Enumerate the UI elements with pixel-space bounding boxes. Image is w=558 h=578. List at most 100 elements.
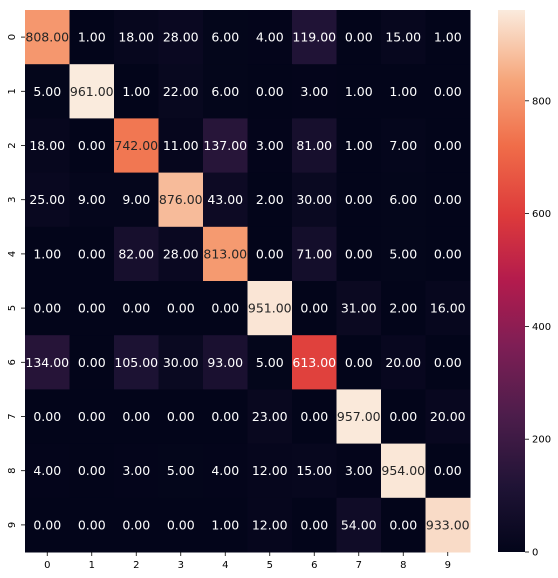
heatmap-cell	[203, 443, 248, 499]
cell-value-label: 93.00	[207, 355, 243, 370]
heatmap-cell	[292, 389, 337, 445]
y-axis-ticks: 0 1 2 3 4 5 6 7 8 9	[7, 34, 25, 528]
heatmap-cell	[114, 389, 159, 445]
cell-value-label: 5.00	[167, 463, 195, 478]
heatmap-cell	[114, 335, 159, 390]
cell-value-label: 0.00	[434, 84, 462, 99]
cell-value-label: 3.00	[300, 84, 328, 99]
heatmap-cell	[425, 64, 471, 119]
cell-value-label: 0.00	[78, 301, 106, 316]
cell-value-label: 1.00	[389, 84, 417, 99]
colorbar-tick-label: 0	[532, 548, 538, 559]
cell-value-label: 0.00	[256, 84, 284, 99]
heatmap-cell	[114, 497, 159, 553]
cell-value-label: 0.00	[345, 30, 373, 45]
cell-value-label: 1.00	[78, 30, 106, 45]
cell-value-label: 18.00	[29, 138, 65, 153]
cell-value-label: 0.00	[33, 517, 61, 532]
heatmap-cell	[25, 497, 70, 553]
cell-value-label: 2.00	[256, 192, 284, 207]
cell-value-label: 961.00	[70, 84, 114, 99]
heatmap-cell	[69, 64, 115, 119]
cell-value-label: 137.00	[203, 138, 247, 153]
cell-value-label: 1.00	[122, 84, 150, 99]
heatmap-cell	[247, 10, 293, 65]
cell-value-label: 31.00	[341, 301, 377, 316]
cell-value-label: 9.00	[122, 192, 150, 207]
heatmap-cell	[336, 172, 382, 228]
cell-value-label: 0.00	[78, 463, 106, 478]
cell-value-label: 28.00	[163, 30, 199, 45]
heatmap-cell	[425, 389, 471, 445]
heatmap-cell	[425, 10, 471, 65]
cell-value-label: 12.00	[252, 517, 288, 532]
heatmap-cell	[158, 226, 204, 282]
cell-value-label: 4.00	[211, 463, 239, 478]
cell-value-label: 1.00	[211, 517, 239, 532]
heatmap-cell	[381, 497, 426, 553]
heatmap-cell	[69, 335, 115, 390]
heatmap-cell	[425, 281, 471, 336]
cell-value-label: 0.00	[300, 409, 328, 424]
heatmap-cell	[203, 172, 248, 228]
heatmap-cell	[292, 226, 337, 282]
y-tick-label: 6	[7, 359, 18, 365]
cell-value-label: 0.00	[78, 246, 106, 261]
heatmap-cell	[203, 281, 248, 336]
heatmap-cell	[425, 443, 471, 499]
heatmap-cell	[292, 10, 337, 65]
cell-value-label: 808.00	[25, 30, 69, 45]
heatmap-cell	[425, 497, 471, 553]
heatmap-cell	[292, 497, 337, 553]
y-tick-label: 8	[7, 468, 18, 474]
cell-value-label: 0.00	[167, 301, 195, 316]
heatmap-cell	[25, 10, 70, 65]
x-tick-label: 0	[44, 560, 50, 571]
heatmap-cell	[69, 281, 115, 336]
cell-value-label: 0.00	[122, 301, 150, 316]
heatmap-cell	[292, 64, 337, 119]
y-tick-label: 7	[7, 413, 18, 419]
heatmap-cell	[247, 281, 293, 336]
cell-value-label: 30.00	[296, 192, 332, 207]
cell-value-label: 951.00	[248, 301, 292, 316]
cell-value-label: 105.00	[114, 355, 158, 370]
cell-value-label: 1.00	[345, 84, 373, 99]
cell-value-label: 0.00	[211, 409, 239, 424]
heatmap-cell	[381, 335, 426, 390]
heatmap-cell	[158, 389, 204, 445]
cell-value-label: 876.00	[159, 192, 203, 207]
x-tick-label: 8	[400, 560, 406, 571]
heatmap-cell	[158, 443, 204, 499]
x-axis-ticks: 0 1 2 3 4 5 6 7 8 9	[44, 552, 451, 571]
cell-value-label: 3.00	[256, 138, 284, 153]
heatmap-cell	[158, 172, 204, 228]
heatmap-cell	[158, 497, 204, 553]
cell-value-label: 18.00	[118, 30, 154, 45]
cell-value-label: 43.00	[207, 192, 243, 207]
cell-value-label: 16.00	[430, 301, 466, 316]
cell-value-label: 0.00	[122, 517, 150, 532]
heatmap-cell	[381, 281, 426, 336]
cell-value-label: 954.00	[381, 463, 425, 478]
heatmap-cell	[381, 172, 426, 228]
heatmap-cell	[158, 64, 204, 119]
heatmap-cell	[247, 172, 293, 228]
cell-value-label: 0.00	[434, 355, 462, 370]
cell-value-label: 3.00	[345, 463, 373, 478]
heatmap-cell	[425, 226, 471, 282]
heatmap-cell	[203, 10, 248, 65]
cell-value-label: 15.00	[385, 30, 421, 45]
heatmap-cell	[336, 281, 382, 336]
heatmap-cell	[292, 172, 337, 228]
cell-value-label: 613.00	[292, 355, 336, 370]
cell-value-label: 0.00	[167, 517, 195, 532]
heatmap-cell	[25, 389, 70, 445]
cell-value-label: 1.00	[33, 246, 61, 261]
heatmap-cell	[25, 118, 70, 174]
cell-value-label: 1.00	[434, 30, 462, 45]
cell-value-label: 2.00	[389, 301, 417, 316]
cell-value-label: 0.00	[345, 246, 373, 261]
heatmap-cell	[114, 172, 159, 228]
